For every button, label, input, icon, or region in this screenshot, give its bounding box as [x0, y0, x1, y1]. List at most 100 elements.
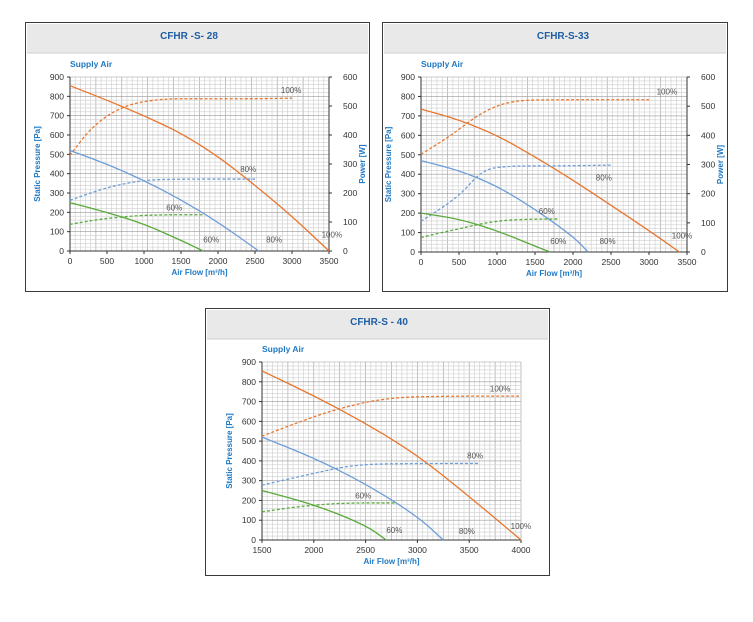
chart-1-y2-tick-label: 600	[343, 72, 357, 82]
chart-3-y-tick-label: 500	[242, 436, 256, 446]
chart-2-y-tick-label: 300	[401, 189, 415, 199]
chart-3-x-tick-label: 2500	[356, 545, 375, 555]
chart-2-series-power-100pct-line	[420, 99, 649, 155]
chart-1-x-tick-label: 1500	[172, 256, 191, 266]
chart-2-x-tick-label: 2500	[602, 257, 621, 267]
chart-1-series-pressure-80pct-line	[69, 149, 260, 252]
chart-3-x-tick-label: 4000	[512, 545, 531, 555]
chart-3-series-label: 80%	[459, 527, 475, 536]
chart-3-x-tick-label: 3500	[460, 545, 479, 555]
chart-panel-cfhr-s-40: CFHR-S - 40 Supply Air 1500 2000 2500 3000 350…	[205, 308, 550, 576]
chart-1-y-tick-label: 0	[59, 246, 64, 256]
chart-1-series-label: 100%	[281, 86, 301, 95]
chart-1-series-label: 80%	[240, 165, 256, 174]
chart-2-y-axis-label: Static Pressure [Pa]	[384, 126, 393, 202]
chart-1-series-label: 60%	[203, 235, 219, 244]
chart-2-x-tick-label: 2000	[564, 257, 583, 267]
chart-1-title: CFHR -S- 28	[160, 31, 218, 42]
chart-1-y2-tick-label: 100	[343, 217, 357, 227]
chart-1-y2-tick-label: 500	[343, 101, 357, 111]
chart-1-x-tick-label: 500	[100, 256, 114, 266]
chart-1-y-tick-label: 100	[50, 227, 64, 237]
chart-1-y-tick-label: 300	[50, 188, 64, 198]
chart-2-y-tick-label: 0	[410, 247, 415, 257]
chart-1-y-tick-label: 800	[50, 91, 64, 101]
chart-3-y-axis-label: Static Pressure [Pa]	[225, 413, 234, 489]
chart-3-series-label: 60%	[386, 526, 402, 535]
chart-3-subtitle: Supply Air	[262, 344, 305, 354]
chart-2-y-tick-label: 600	[401, 130, 415, 140]
chart-1-y-tick-label: 600	[50, 130, 64, 140]
chart-2-y-tick-label: 700	[401, 111, 415, 121]
chart-2-series-power-60pct-line	[420, 218, 558, 239]
chart-1-x-tick-label: 2000	[209, 256, 228, 266]
chart-3-y-tick-label: 900	[242, 357, 256, 367]
chart-2-header-bar	[384, 24, 726, 53]
chart-1-y2-tick-label: 200	[343, 188, 357, 198]
chart-1-subtitle: Supply Air	[70, 59, 113, 69]
chart-2-series-label: 100%	[657, 88, 677, 97]
chart-2-x-tick-label: 0	[419, 257, 424, 267]
chart-1-series-label: 60%	[166, 203, 182, 212]
chart-1-y2-tick-label: 0	[343, 246, 348, 256]
chart-3-y-tick-label: 700	[242, 397, 256, 407]
chart-3-x-tick-label: 3000	[408, 545, 427, 555]
chart-1-x-tick-label: 0	[68, 256, 73, 266]
chart-1-x-tick-label: 3500	[320, 256, 339, 266]
chart-2-series-pressure-60pct-line	[420, 212, 551, 253]
chart-3-y-tick-label: 200	[242, 495, 256, 505]
chart-1-y-tick-label: 200	[50, 207, 64, 217]
chart-2-x-tick-label: 3000	[640, 257, 659, 267]
chart-2-series-pressure-80pct-line	[420, 159, 589, 253]
chart-2-y2-tick-label: 600	[701, 72, 715, 82]
chart-2-y-tick-label: 800	[401, 91, 415, 101]
chart-3-title: CFHR-S - 40	[350, 317, 408, 328]
chart-3-x-tick-label: 2000	[304, 545, 323, 555]
chart-3-y-tick-label: 0	[251, 535, 256, 545]
chart-1-x-axis-label: Air Flow [m³/h]	[172, 268, 228, 277]
chart-1-series-power-60pct-line	[69, 214, 204, 225]
chart-3-series-pressure-60pct-line	[261, 489, 387, 541]
chart-3-x-axis-label: Air Flow [m³/h]	[364, 557, 420, 566]
chart-1-y2-tick-label: 400	[343, 130, 357, 140]
chart-1-series-label: 80%	[266, 235, 282, 244]
chart-2-x-tick-label: 3500	[678, 257, 697, 267]
chart-2-subtitle: Supply Air	[421, 59, 464, 69]
chart-2-y2-axis-label: Power [W]	[716, 145, 725, 184]
chart-3-series-power-60pct-line	[261, 502, 397, 513]
chart-3-series-label: 60%	[355, 491, 371, 500]
chart-2-x-tick-label: 1500	[526, 257, 545, 267]
chart-2-title: CFHR-S-33	[537, 31, 590, 42]
chart-2-series-label: 100%	[672, 231, 692, 240]
chart-2-x-tick-label: 1000	[488, 257, 507, 267]
chart-1-y2-tick-label: 300	[343, 159, 357, 169]
chart-1-series-power-80pct-line	[69, 178, 255, 201]
chart-panel-cfhr-s-33: CFHR-S-33 Supply Air 0 500 1000 1500 2000 2500 3…	[382, 22, 728, 292]
chart-1-y-axis-label: Static Pressure [Pa]	[33, 126, 42, 202]
chart-1-series-power-100pct-line	[69, 97, 293, 156]
chart-2-y-tick-label: 500	[401, 150, 415, 160]
chart-3-y-tick-label: 800	[242, 377, 256, 387]
chart-2-y2-tick-label: 0	[701, 247, 706, 257]
chart-3-series-label: 100%	[511, 522, 531, 531]
chart-2-y2-tick-label: 200	[701, 189, 715, 199]
chart-panel-cfhr-s-28: CFHR -S- 28 Supply Air 0 500 1000 1500 2000 250…	[25, 22, 370, 292]
chart-3-series-label: 100%	[490, 385, 510, 394]
chart-3-y-tick-label: 400	[242, 456, 256, 466]
chart-3-series-label: 80%	[467, 451, 483, 460]
chart-2-y-tick-label: 400	[401, 169, 415, 179]
chart-2-series-pressure-100pct-line	[420, 108, 680, 253]
chart-2-y-tick-label: 100	[401, 228, 415, 238]
chart-2-y2-tick-label: 500	[701, 101, 715, 111]
chart-3-series-pressure-100pct-line	[261, 370, 522, 541]
chart-1-series-pressure-100pct-line	[69, 85, 330, 252]
chart-3-y-tick-label: 300	[242, 476, 256, 486]
chart-1-y2-axis-label: Power [W]	[358, 144, 367, 183]
chart-2-series-label: 60%	[550, 237, 566, 246]
chart-1-series-pressure-60pct-line	[69, 202, 204, 252]
chart-2-series-label: 80%	[600, 237, 616, 246]
chart-2-y-tick-label: 200	[401, 208, 415, 218]
